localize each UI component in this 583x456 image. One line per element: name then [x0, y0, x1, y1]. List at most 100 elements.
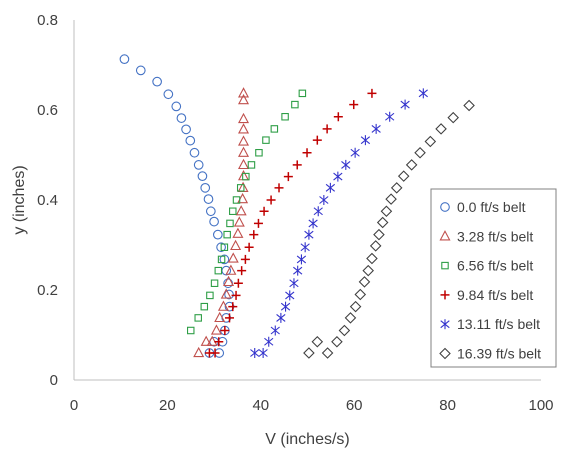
data-point [380, 205, 393, 218]
legend-label: 9.84 ft/s belt [457, 287, 533, 303]
legend-marker [440, 319, 450, 330]
data-point [189, 147, 200, 158]
data-point [203, 194, 214, 204]
data-point [385, 193, 397, 205]
y-tick-labels: 0 0.2 0.4 0.6 0.8 [37, 12, 58, 389]
data-point [333, 112, 343, 122]
data-point [229, 207, 237, 216]
x-tick-labels: 0 20 40 60 80 100 [70, 397, 554, 414]
legend: 0.0 ft/s belt 3.28 ft/s belt 6.56 ft/s bel… [430, 188, 557, 368]
x-tick-label: 60 [346, 397, 363, 414]
data-point [319, 195, 329, 205]
data-point [354, 288, 367, 301]
data-point [349, 100, 359, 110]
data-point [216, 242, 226, 253]
data-point [418, 88, 428, 99]
data-point [264, 336, 274, 347]
data-point [193, 160, 204, 170]
data-point [236, 184, 245, 192]
data-point [289, 278, 299, 289]
data-point [311, 335, 324, 348]
series-2 [193, 87, 250, 358]
data-point [237, 192, 249, 204]
data-point [214, 337, 224, 347]
data-point [338, 324, 351, 337]
data-point [293, 265, 303, 276]
data-point [253, 218, 263, 228]
data-point [200, 183, 211, 193]
data-point [303, 347, 315, 359]
data-point [223, 230, 231, 239]
data-point [214, 266, 223, 275]
data-point [291, 100, 299, 109]
data-point [194, 314, 202, 322]
data-point [447, 111, 459, 124]
data-point [341, 159, 351, 170]
x-tick-label: 20 [159, 397, 176, 414]
data-point [220, 243, 229, 252]
series-5 [250, 88, 428, 358]
data-point [233, 216, 245, 227]
legend-item: 0.0 ft/s belt [440, 199, 526, 215]
data-point [204, 348, 214, 358]
data-point [250, 348, 260, 358]
data-point [266, 195, 276, 205]
data-point [276, 312, 286, 323]
data-point [185, 135, 196, 146]
y-tick-label: 0.4 [37, 192, 58, 209]
data-point [292, 160, 302, 170]
data-point [135, 65, 146, 76]
y-tick-label: 0.8 [37, 12, 58, 29]
series-6 [303, 99, 475, 359]
data-point [258, 348, 268, 358]
data-point [400, 99, 410, 110]
x-axis-title: V (inches/s) [265, 431, 349, 448]
data-point [376, 216, 389, 229]
y-tick-label: 0 [50, 372, 58, 389]
data-point [181, 124, 191, 135]
data-point [235, 205, 247, 216]
data-point [226, 219, 234, 228]
data-point [210, 324, 222, 335]
legend-item: 6.56 ft/s belt [441, 258, 533, 274]
data-point [424, 135, 437, 148]
data-point [362, 264, 374, 277]
x-tick-label: 0 [70, 397, 78, 414]
data-point [262, 136, 270, 144]
x-tick-label: 80 [439, 397, 456, 414]
data-point [333, 171, 343, 182]
legend-label: 0.0 ft/s belt [457, 199, 526, 215]
data-point [373, 228, 385, 241]
data-point [232, 196, 241, 204]
legend-marker [439, 347, 451, 360]
data-point [227, 252, 239, 263]
data-point [232, 227, 244, 238]
data-point [238, 158, 250, 170]
data-point [322, 124, 332, 134]
data-point [200, 335, 212, 346]
legend-marker [439, 230, 451, 241]
data-point [212, 229, 223, 240]
data-point [220, 326, 230, 335]
data-point [366, 252, 378, 265]
data-point [325, 182, 336, 193]
x-tick-label: 40 [252, 397, 269, 414]
data-point [210, 279, 219, 287]
legend-label: 6.56 ft/s belt [457, 258, 533, 274]
legend-item: 16.39 ft/s belt [439, 346, 541, 362]
data-point [230, 239, 242, 251]
legend-label: 16.39 ft/s belt [457, 346, 541, 362]
data-point [312, 135, 322, 145]
data-point [220, 288, 232, 299]
data-point [349, 300, 362, 313]
data-point [176, 113, 187, 123]
x-tick-label: 100 [528, 397, 553, 414]
data-point [238, 135, 250, 146]
data-point [285, 290, 295, 301]
data-point [255, 149, 263, 157]
data-point [274, 183, 284, 193]
data-point [367, 88, 377, 98]
data-point [435, 123, 447, 135]
data-point [193, 346, 205, 358]
data-point [225, 313, 235, 323]
